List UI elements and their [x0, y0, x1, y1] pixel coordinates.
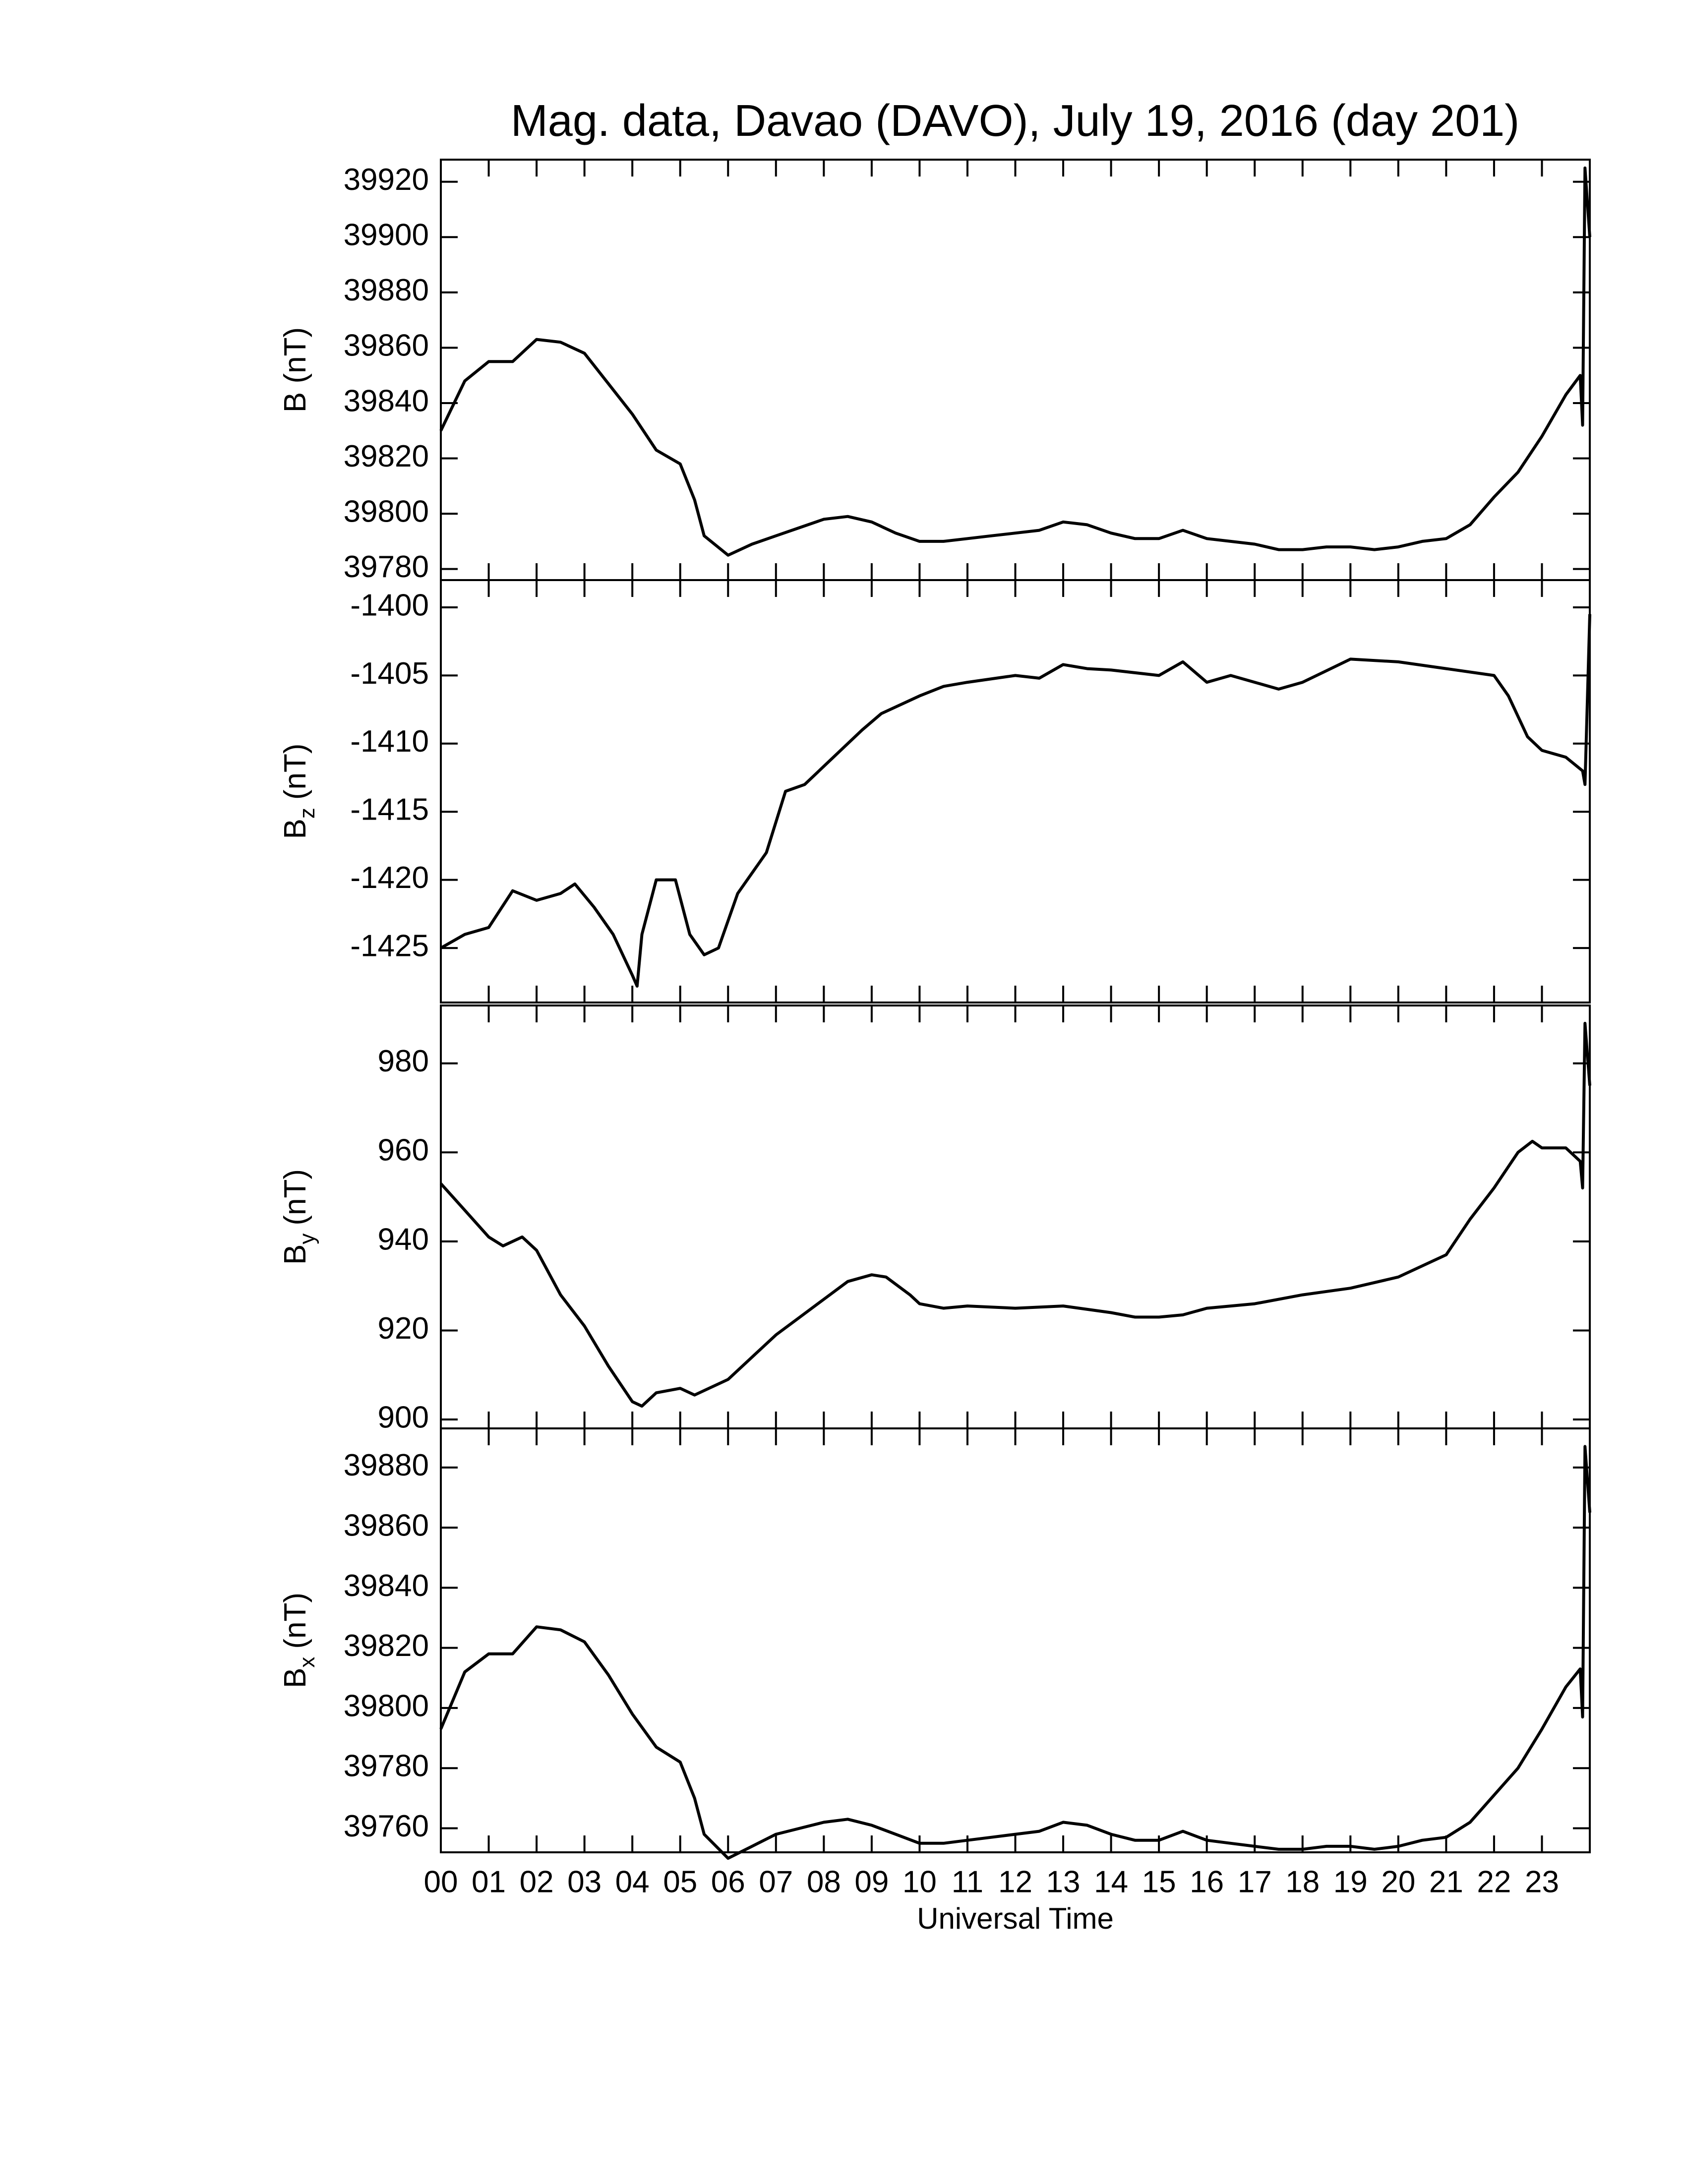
y-tick-label: 39860	[344, 1508, 429, 1542]
y-axis-label: By (nT)	[278, 1169, 319, 1265]
x-tick-label: 06	[711, 1865, 745, 1899]
x-tick-label: 14	[1094, 1865, 1128, 1899]
y-tick-label: 39820	[344, 439, 429, 473]
x-tick-label: 17	[1238, 1865, 1272, 1899]
chart-title: Mag. data, Davao (DAVO), July 19, 2016 (…	[511, 96, 1519, 146]
x-tick-label: 15	[1142, 1865, 1176, 1899]
x-tick-label: 10	[903, 1865, 937, 1899]
y-tick-label: 39880	[344, 273, 429, 307]
y-tick-label: 39820	[344, 1629, 429, 1663]
y-label-main: B	[278, 819, 312, 839]
y-tick-label: -1415	[350, 793, 429, 827]
plot-frame	[440, 579, 1591, 1003]
y-label-unit: (nT)	[278, 1169, 312, 1226]
x-tick-label: 12	[998, 1865, 1032, 1899]
x-tick-label: 05	[663, 1865, 697, 1899]
x-tick-label: 08	[807, 1865, 841, 1899]
data-line	[439, 1445, 1591, 1860]
y-label-main: B (nT)	[278, 327, 312, 413]
x-tick-label: 03	[567, 1865, 602, 1899]
y-tick-label: 39840	[344, 384, 429, 418]
y-tick-label: 39840	[344, 1569, 429, 1603]
x-tick-label: 00	[424, 1865, 458, 1899]
y-tick-label: 900	[378, 1400, 429, 1434]
x-tick-label: 02	[520, 1865, 554, 1899]
y-label-main: B	[278, 1244, 312, 1265]
data-line	[439, 1021, 1591, 1408]
y-tick-label: -1405	[350, 656, 429, 691]
y-label-sub: y	[295, 1234, 319, 1244]
x-tick-label: 19	[1333, 1865, 1368, 1899]
y-axis-label: Bz (nT)	[278, 743, 319, 839]
y-tick-label: 39880	[344, 1448, 429, 1482]
x-tick-label: 11	[952, 1865, 983, 1899]
y-tick-label: 39900	[344, 218, 429, 252]
y-tick-label: 960	[378, 1133, 429, 1168]
y-label-sub: z	[295, 808, 319, 819]
y-tick-label: -1420	[350, 861, 429, 895]
y-label-unit: (nT)	[278, 743, 312, 800]
x-tick-label: 13	[1046, 1865, 1081, 1899]
y-tick-label: -1410	[350, 724, 429, 759]
y-label-sub: x	[295, 1657, 319, 1668]
y-tick-label: 39780	[344, 1749, 429, 1783]
y-tick-label: 940	[378, 1222, 429, 1256]
y-tick-label: 980	[378, 1044, 429, 1078]
y-tick-label: 39800	[344, 1689, 429, 1723]
y-tick-label: 39800	[344, 494, 429, 529]
x-tick-label: 09	[854, 1865, 889, 1899]
y-tick-label: -1425	[350, 929, 429, 963]
x-tick-label: 16	[1190, 1865, 1224, 1899]
x-tick-label: 21	[1429, 1865, 1463, 1899]
x-tick-label: 23	[1525, 1865, 1559, 1899]
x-tick-label: 01	[472, 1865, 506, 1899]
x-tick-label: 04	[615, 1865, 650, 1899]
y-label-unit: (nT)	[278, 1593, 312, 1649]
y-axis-label: Bx (nT)	[278, 1593, 319, 1688]
y-axis-label: B (nT)	[278, 327, 312, 413]
y-tick-label: 39920	[344, 163, 429, 197]
plot-frame	[440, 1427, 1591, 1853]
y-label-main: B	[278, 1668, 312, 1688]
y-tick-label: 39860	[344, 329, 429, 363]
y-tick-label: 39780	[344, 550, 429, 584]
data-line	[440, 614, 1591, 988]
y-tick-label: 39760	[344, 1809, 429, 1843]
x-axis-label: Universal Time	[917, 1902, 1114, 1935]
y-tick-label: 920	[378, 1311, 429, 1346]
data-line	[439, 166, 1591, 557]
x-tick-label: 20	[1381, 1865, 1415, 1899]
x-tick-label: 22	[1477, 1865, 1511, 1899]
y-tick-label: -1400	[350, 588, 429, 622]
x-tick-label: 18	[1285, 1865, 1320, 1899]
x-tick-label: 07	[759, 1865, 793, 1899]
